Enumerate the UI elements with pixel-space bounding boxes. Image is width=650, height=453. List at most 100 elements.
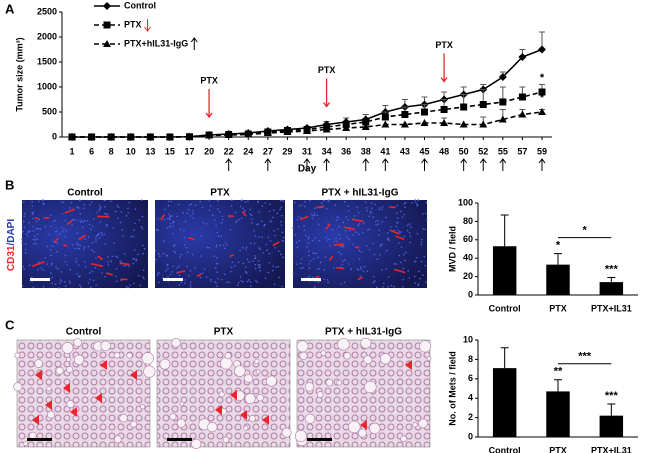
alveolus	[29, 431, 37, 440]
alveolus	[191, 438, 202, 449]
nucleus	[95, 257, 97, 259]
nucleus	[312, 258, 315, 260]
nucleus	[87, 245, 90, 248]
nucleus	[169, 226, 172, 229]
nucleus	[257, 260, 260, 262]
nucleus	[106, 214, 109, 216]
nucleus	[54, 283, 57, 285]
nucleus	[237, 261, 240, 264]
nucleus	[125, 285, 128, 288]
nucleus	[312, 276, 314, 279]
nucleus	[400, 210, 402, 213]
nucleus	[307, 250, 310, 253]
nucleus	[305, 234, 307, 237]
nucleus	[324, 256, 327, 259]
nucleus	[176, 266, 179, 269]
nucleus	[341, 263, 344, 266]
nucleus	[113, 242, 116, 245]
nucleus	[64, 285, 67, 287]
nucleus	[203, 268, 206, 271]
nucleus	[220, 235, 223, 238]
nucleus	[308, 275, 311, 278]
nucleus	[229, 229, 232, 231]
nucleus	[360, 250, 363, 253]
nucleus	[107, 261, 109, 264]
error-bar	[554, 253, 562, 265]
nucleus	[335, 237, 337, 240]
nucleus	[163, 240, 165, 242]
x-tick-label: 50	[459, 146, 469, 156]
nucleus	[55, 266, 57, 269]
nucleus	[180, 253, 183, 256]
y-tick-label: 0	[468, 431, 473, 441]
nucleus	[171, 215, 173, 217]
nucleus	[107, 264, 110, 266]
nucleus	[166, 264, 168, 267]
marker	[479, 120, 488, 128]
significance: ***	[605, 263, 619, 275]
vessel	[64, 208, 75, 214]
nucleus	[348, 229, 351, 232]
nucleus	[32, 217, 34, 220]
nucleus	[358, 258, 361, 260]
nucleus	[206, 246, 209, 249]
nucleus	[61, 213, 64, 215]
x-tick-label: 59	[537, 146, 547, 156]
alveolus	[34, 359, 43, 368]
error-bar	[607, 403, 616, 416]
nucleus	[138, 219, 141, 221]
nucleus	[372, 216, 375, 218]
nucleus	[216, 285, 218, 287]
marker	[538, 45, 546, 54]
micrograph	[293, 200, 427, 288]
significance: ***	[578, 351, 592, 363]
nucleus	[298, 225, 300, 228]
alveolus	[207, 422, 218, 433]
nucleus	[414, 199, 416, 201]
nucleus	[21, 285, 24, 287]
nucleus	[111, 255, 114, 258]
nucleus	[143, 248, 146, 250]
nucleus	[307, 236, 310, 238]
nucleus	[79, 275, 81, 277]
marker	[518, 93, 526, 101]
nucleus	[389, 226, 392, 228]
nucleus	[31, 205, 34, 207]
vessel	[196, 273, 203, 278]
nucleus	[219, 210, 221, 213]
nucleus	[269, 203, 272, 205]
nucleus	[70, 202, 72, 204]
nucleus	[140, 199, 143, 201]
nucleus	[186, 251, 189, 253]
alveolus	[46, 386, 52, 392]
nucleus	[42, 202, 45, 205]
legend-label: Control	[124, 0, 156, 10]
nucleus	[358, 222, 361, 225]
nucleus	[119, 260, 122, 262]
nucleus	[333, 240, 336, 243]
nucleus	[397, 217, 399, 219]
alveolus	[418, 418, 428, 429]
x-tick-label: 41	[380, 146, 390, 156]
nucleus	[378, 229, 381, 231]
nucleus	[367, 229, 369, 231]
nucleus	[360, 266, 362, 268]
nucleus	[184, 279, 187, 281]
nucleus	[214, 267, 217, 269]
nucleus	[355, 231, 357, 233]
vessel	[357, 276, 363, 281]
metastasis-arrow	[405, 360, 412, 370]
nucleus	[36, 233, 39, 236]
vessel	[325, 223, 331, 231]
alveolus	[400, 435, 408, 443]
nucleus	[64, 261, 67, 263]
nucleus	[416, 232, 419, 235]
nucleus	[44, 257, 46, 259]
nucleus	[309, 200, 311, 202]
nucleus	[398, 231, 401, 233]
micrograph	[155, 200, 285, 288]
nucleus	[422, 274, 424, 277]
nucleus	[216, 271, 218, 273]
nucleus	[312, 214, 314, 217]
nucleus	[278, 276, 280, 279]
